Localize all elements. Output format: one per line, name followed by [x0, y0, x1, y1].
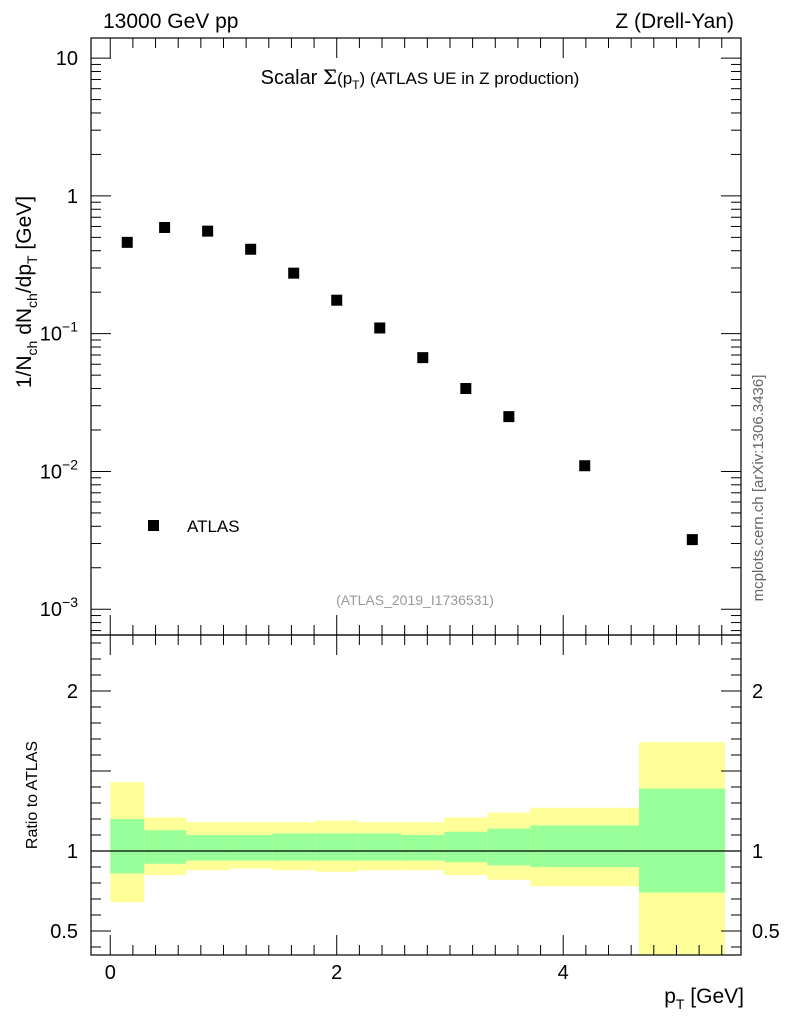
atlas-data-point	[374, 322, 386, 334]
atlas-data-point	[202, 225, 214, 237]
analysis-tag: (ATLAS_2019_I1736531)	[336, 592, 494, 608]
main-plot-frame	[90, 37, 742, 636]
title-sub: T	[352, 78, 360, 92]
ratio-band-inner	[272, 833, 316, 861]
title-open: (p	[337, 69, 352, 88]
ratio-band-inner	[401, 835, 445, 861]
main-y-tick-label: 10−1	[40, 319, 78, 346]
header-left: 13000 GeV pp	[103, 10, 238, 33]
ratio-y-tick-labels: 0.5 0.5 1 1 2 2	[50, 681, 780, 943]
side-label: mcplots.cern.ch [arXiv:1306.3436]	[750, 375, 767, 602]
atlas-data-point	[331, 294, 343, 306]
ylabel-c: /dp	[13, 264, 36, 293]
ylabel-s2: ch	[24, 293, 40, 308]
ratio-band-inner	[358, 833, 402, 861]
header-right: Z (Drell-Yan)	[615, 10, 734, 33]
ylabel-s1: ch	[24, 341, 40, 356]
ratio-y-tick-label-right: 1	[752, 841, 763, 863]
main-y-tick-label-base: 10	[40, 599, 62, 621]
ratio-band-inner	[444, 831, 488, 863]
x-axis-label: pT [GeV]	[664, 985, 744, 1012]
atlas-data-point	[686, 534, 698, 546]
ratio-band-inner	[229, 835, 273, 861]
ratio-band-inner	[186, 835, 230, 861]
legend-marker	[148, 520, 159, 531]
xlabel-sub: T	[676, 996, 685, 1012]
main-y-tick-label: 10	[56, 48, 78, 70]
ratio-y-tick-label-right: 0.5	[752, 921, 780, 943]
atlas-data-point	[503, 411, 515, 423]
chart-title: Scalar Σ(pT) (ATLAS UE in Z production)	[261, 65, 580, 92]
ratio-plot-panel: 0.5 0.5 1 1 2 2 0 2 4 Ratio to ATLAS pT [GeV]	[24, 634, 780, 1012]
ratio-y-tick-label-left: 2	[67, 681, 78, 703]
ratio-x-tick-label: 0	[105, 962, 116, 984]
ratio-band-inner	[639, 788, 726, 893]
ratio-band-inner	[530, 825, 640, 867]
title-rest: (ATLAS UE in Z production)	[365, 69, 579, 88]
main-plot-ticks	[91, 38, 741, 635]
xlabel-p: p	[664, 985, 676, 1008]
atlas-data-point	[159, 221, 171, 233]
main-y-tick-label-base: 10	[40, 461, 62, 483]
ratio-band-inner	[487, 828, 531, 866]
ylabel-b: dN	[13, 308, 36, 341]
ratio-y-tick-label-left: 0.5	[50, 921, 78, 943]
ratio-band-inner	[315, 833, 359, 861]
main-y-axis-label: 1/Nch dNch/dpT [GeV]	[13, 196, 40, 388]
atlas-data-point	[417, 352, 429, 364]
atlas-data-point	[460, 383, 472, 395]
atlas-data-point	[288, 267, 300, 279]
main-y-tick-label-base: 10	[40, 324, 62, 346]
ratio-y-axis-label: Ratio to ATLAS	[24, 741, 41, 849]
ylabel-d: [GeV]	[13, 196, 36, 256]
atlas-data-point	[121, 236, 133, 248]
ylabel-a: 1/N	[13, 355, 36, 388]
main-y-tick-label-exp: −3	[62, 594, 78, 610]
title-lead: Scalar	[261, 67, 323, 89]
ratio-y-tick-label-right: 2	[752, 681, 763, 703]
ylabel-s3: T	[24, 255, 40, 264]
ratio-x-tick-label: 4	[558, 962, 569, 984]
main-y-tick-label: 1	[67, 186, 78, 208]
ratio-band-inner	[110, 819, 145, 874]
atlas-data-series	[121, 221, 698, 546]
main-y-tick-label: 10−3	[40, 594, 78, 621]
atlas-data-point	[245, 243, 257, 255]
xlabel-unit: [GeV]	[684, 985, 744, 1008]
ratio-y-tick-label-left: 1	[67, 841, 78, 863]
atlas-data-point	[579, 460, 591, 472]
main-y-tick-label-base: 10	[56, 48, 78, 70]
main-y-tick-label-exp: −1	[62, 319, 78, 335]
ratio-x-tick-labels: 0 2 4	[105, 962, 569, 984]
legend-label: ATLAS	[187, 517, 240, 536]
main-y-tick-label-base: 1	[67, 186, 78, 208]
ratio-plot-frame	[90, 634, 742, 956]
ratio-x-tick-label: 2	[331, 962, 342, 984]
main-y-tick-label: 10−2	[40, 456, 78, 483]
ratio-plot-ticks	[91, 635, 741, 955]
title-close: )	[360, 69, 366, 88]
ratio-uncertainty-bands	[110, 742, 726, 955]
title-sigma: Σ	[323, 65, 337, 89]
main-y-tick-label-exp: −2	[62, 456, 78, 472]
ratio-band-inner	[144, 830, 187, 864]
